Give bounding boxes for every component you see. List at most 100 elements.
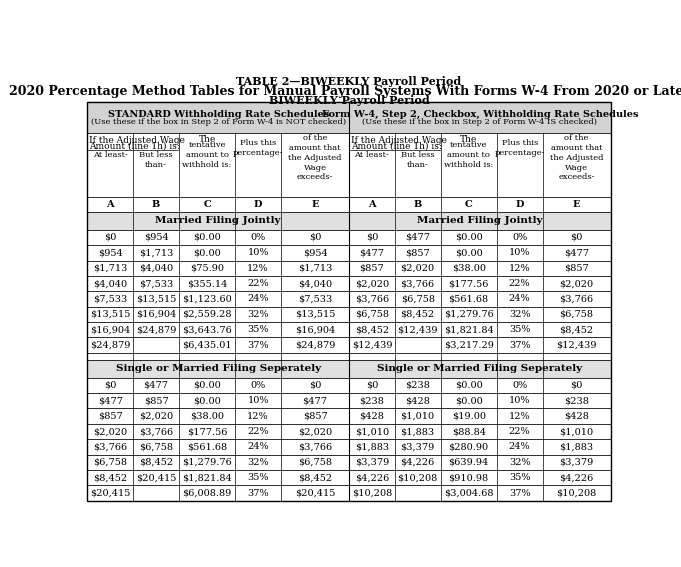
Text: 12%: 12% (509, 412, 530, 421)
Text: $477: $477 (302, 396, 328, 405)
Text: 32%: 32% (509, 310, 530, 319)
Bar (87, 378, 349, 393)
Text: 35%: 35% (247, 473, 269, 482)
Text: D: D (516, 200, 524, 209)
Text: $428: $428 (564, 412, 589, 421)
Text: $954: $954 (302, 248, 328, 257)
Text: $13,515: $13,515 (295, 310, 335, 319)
Text: $3,766: $3,766 (400, 279, 434, 288)
Text: $20,415: $20,415 (90, 489, 131, 498)
Text: $8,452: $8,452 (298, 473, 332, 482)
Text: $6,758: $6,758 (400, 294, 434, 303)
Bar (349, 276, 611, 291)
Bar (87, 212, 349, 230)
Bar (349, 102, 611, 133)
Text: $3,379: $3,379 (560, 458, 594, 467)
Text: $4,226: $4,226 (400, 458, 434, 467)
Text: $1,883: $1,883 (400, 427, 434, 436)
Text: $0.00: $0.00 (455, 233, 483, 242)
Text: $639.94: $639.94 (449, 458, 489, 467)
Text: BIWEEKLY Payroll Period: BIWEEKLY Payroll Period (268, 95, 430, 106)
Text: $0.00: $0.00 (455, 248, 483, 257)
Bar (87, 439, 349, 455)
Text: $24,879: $24,879 (90, 341, 131, 350)
Text: $8,452: $8,452 (560, 325, 594, 335)
Text: $477: $477 (144, 381, 169, 390)
Text: $3,004.68: $3,004.68 (444, 489, 494, 498)
Text: 24%: 24% (509, 442, 530, 451)
Bar (349, 485, 611, 501)
Text: tentative
amount to
withhold is:: tentative amount to withhold is: (183, 141, 232, 169)
Text: $8,452: $8,452 (93, 473, 127, 482)
Text: $428: $428 (360, 412, 384, 421)
Text: $16,904: $16,904 (295, 325, 335, 335)
Text: Single or Married Filing Seperately: Single or Married Filing Seperately (377, 365, 582, 373)
Bar (349, 360, 611, 378)
Text: 32%: 32% (509, 458, 530, 467)
Text: $0.00: $0.00 (193, 396, 221, 405)
Text: But less
than-: But less than- (401, 151, 434, 169)
Text: 37%: 37% (509, 341, 530, 350)
Text: $2,020: $2,020 (93, 427, 127, 436)
Bar (87, 133, 349, 197)
Text: 12%: 12% (247, 412, 269, 421)
Text: $177.56: $177.56 (187, 427, 227, 436)
Text: 2020 Percentage Method Tables for Manual Payroll Systems With Forms W-4 From 202: 2020 Percentage Method Tables for Manual… (8, 85, 681, 98)
Bar (87, 260, 349, 276)
Text: $857: $857 (98, 412, 123, 421)
Text: tentative
amount to
withhold is:: tentative amount to withhold is: (444, 141, 493, 169)
Text: $238: $238 (564, 396, 589, 405)
Text: $0.00: $0.00 (455, 396, 483, 405)
Text: TABLE 2—BIWEEKLY Payroll Period: TABLE 2—BIWEEKLY Payroll Period (236, 76, 462, 87)
Bar (349, 470, 611, 485)
Bar (87, 307, 349, 322)
Text: 32%: 32% (247, 458, 269, 467)
Text: $3,766: $3,766 (298, 442, 332, 451)
Text: B: B (152, 200, 160, 209)
Text: $6,758: $6,758 (355, 310, 389, 319)
Text: Amount (line 1h) is:: Amount (line 1h) is: (89, 142, 180, 151)
Bar (87, 360, 349, 378)
Text: $0: $0 (571, 381, 583, 390)
Bar (349, 353, 611, 360)
Text: 10%: 10% (509, 248, 530, 257)
Text: $7,533: $7,533 (93, 294, 127, 303)
Text: 10%: 10% (247, 396, 269, 405)
Text: $75.90: $75.90 (190, 264, 224, 273)
Text: B: B (413, 200, 422, 209)
Text: $1,821.84: $1,821.84 (183, 473, 232, 482)
Text: $857: $857 (302, 412, 328, 421)
Text: (Use these if the box in Step 2 of Form W-4 IS checked): (Use these if the box in Step 2 of Form … (362, 118, 597, 126)
Text: $4,226: $4,226 (560, 473, 594, 482)
Text: $20,415: $20,415 (295, 489, 335, 498)
Text: $3,379: $3,379 (400, 442, 434, 451)
Text: $177.56: $177.56 (449, 279, 489, 288)
Text: $3,643.76: $3,643.76 (183, 325, 232, 335)
Text: $6,435.01: $6,435.01 (183, 341, 232, 350)
Text: $16,904: $16,904 (90, 325, 131, 335)
Text: $13,515: $13,515 (136, 294, 176, 303)
Text: $7,533: $7,533 (139, 279, 173, 288)
Text: 0%: 0% (512, 233, 527, 242)
Text: $2,020: $2,020 (400, 264, 434, 273)
Text: $6,008.89: $6,008.89 (183, 489, 232, 498)
Bar (349, 337, 611, 353)
Text: E: E (573, 200, 580, 209)
Text: $1,279.76: $1,279.76 (183, 458, 232, 467)
Text: But less
than-: But less than- (140, 151, 173, 169)
Text: $1,713: $1,713 (93, 264, 127, 273)
Text: $0: $0 (366, 381, 378, 390)
Text: 24%: 24% (509, 294, 530, 303)
Text: $8,452: $8,452 (355, 325, 389, 335)
Bar (349, 424, 611, 439)
Text: $4,040: $4,040 (93, 279, 127, 288)
Text: $2,020: $2,020 (560, 279, 594, 288)
Text: $477: $477 (98, 396, 123, 405)
Text: $2,559.28: $2,559.28 (183, 310, 232, 319)
Text: $3,766: $3,766 (139, 427, 173, 436)
Text: $3,217.29: $3,217.29 (444, 341, 494, 350)
Text: $1,010: $1,010 (560, 427, 594, 436)
Text: $6,758: $6,758 (560, 310, 594, 319)
Text: $857: $857 (405, 248, 430, 257)
Text: $24,879: $24,879 (136, 325, 176, 335)
